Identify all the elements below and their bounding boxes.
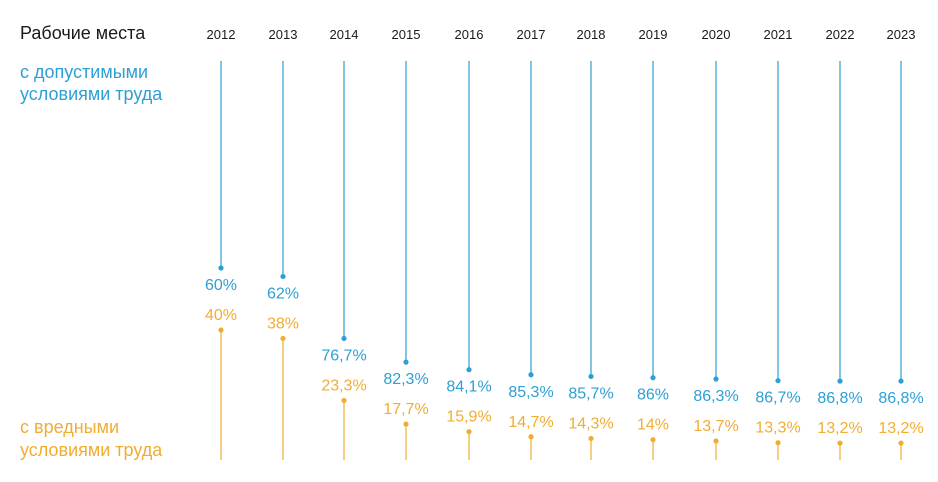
blue-value-label: 86,8% (878, 390, 923, 407)
blue-value-label: 76,7% (321, 347, 366, 364)
blue-dot (837, 378, 843, 384)
year-label: 2013 (269, 27, 298, 42)
orange-value-label: 13,7% (693, 418, 738, 435)
orange-value-label: 13,3% (755, 420, 800, 437)
blue-value-label: 86,7% (755, 390, 800, 407)
year-label: 2015 (392, 27, 421, 42)
legend-top-line2: условиями труда (20, 84, 163, 104)
orange-value-label: 13,2% (817, 420, 862, 437)
blue-dot (713, 376, 719, 382)
orange-value-label: 15,9% (446, 409, 491, 426)
blue-value-label: 60% (205, 277, 237, 294)
year-label: 2012 (207, 27, 236, 42)
year-label: 2020 (702, 27, 731, 42)
orange-value-label: 17,7% (383, 401, 428, 418)
legend-top-line1: с допустимыми (20, 62, 148, 82)
year-label: 2023 (887, 27, 916, 42)
orange-value-label: 23,3% (321, 377, 366, 394)
blue-dot (898, 378, 904, 384)
blue-value-label: 86% (637, 387, 669, 404)
year-label: 2016 (455, 27, 484, 42)
blue-value-label: 86,3% (693, 388, 738, 405)
orange-value-label: 14% (637, 417, 669, 434)
blue-value-label: 84,1% (446, 379, 491, 396)
year-label: 2017 (517, 27, 546, 42)
blue-dot (341, 335, 347, 342)
blue-value-label: 62% (267, 285, 299, 302)
year-label: 2019 (639, 27, 668, 42)
year-label: 2014 (330, 27, 359, 42)
blue-value-label: 85,3% (508, 384, 553, 401)
legend-bottom-line2: условиями труда (20, 440, 163, 460)
blue-dot (528, 372, 534, 378)
blue-dot (466, 367, 472, 373)
blue-dot (775, 378, 781, 384)
blue-value-label: 86,8% (817, 390, 862, 407)
blue-dot (280, 273, 286, 280)
year-label: 2022 (826, 27, 855, 42)
blue-value-label: 82,3% (383, 371, 428, 388)
chart-title: Рабочие места (20, 23, 146, 43)
blue-value-label: 85,7% (568, 385, 613, 402)
year-label: 2021 (764, 27, 793, 42)
orange-value-label: 14,3% (568, 415, 613, 432)
orange-value-label: 13,2% (878, 420, 923, 437)
blue-dot (218, 265, 224, 271)
year-label: 2018 (577, 27, 606, 42)
blue-dot (650, 375, 656, 381)
orange-value-label: 40% (205, 307, 237, 324)
orange-value-label: 38% (267, 315, 299, 332)
orange-value-label: 14,7% (508, 414, 553, 431)
legend-bottom-line1: с вредными (20, 417, 119, 437)
blue-dot (403, 359, 409, 365)
blue-dot (588, 373, 594, 380)
chart-marks: 2012 60% 40% 2013 62% 38% 2014 76,7% 23,3% 2015 82… (205, 27, 924, 460)
